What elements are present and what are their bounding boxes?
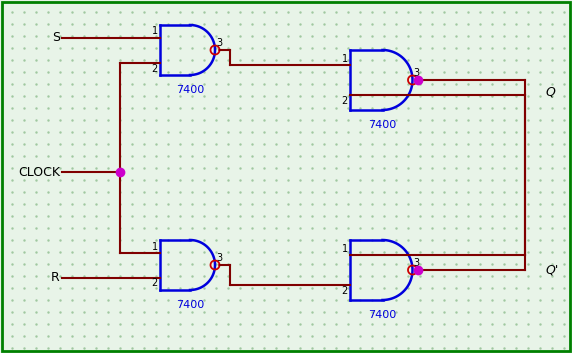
Text: CLOCK: CLOCK	[18, 166, 60, 179]
Text: Q': Q'	[545, 263, 558, 276]
Text: 1: 1	[152, 241, 158, 251]
Text: 7400: 7400	[368, 120, 396, 130]
Text: 2: 2	[341, 96, 348, 106]
Text: 1: 1	[342, 54, 348, 64]
Text: 2: 2	[152, 64, 158, 73]
Text: 1: 1	[152, 26, 158, 36]
Text: 2: 2	[152, 279, 158, 288]
Text: 7400: 7400	[176, 300, 204, 310]
Text: 7400: 7400	[176, 85, 204, 95]
Text: R: R	[51, 271, 60, 284]
Text: 3: 3	[414, 258, 420, 268]
Text: 2: 2	[341, 286, 348, 296]
Text: Q: Q	[545, 85, 555, 98]
Text: 3: 3	[216, 253, 222, 263]
Text: 3: 3	[414, 68, 420, 78]
Text: S: S	[52, 31, 60, 44]
Text: 3: 3	[216, 38, 222, 48]
Text: 7400: 7400	[368, 310, 396, 320]
Text: 1: 1	[342, 244, 348, 254]
